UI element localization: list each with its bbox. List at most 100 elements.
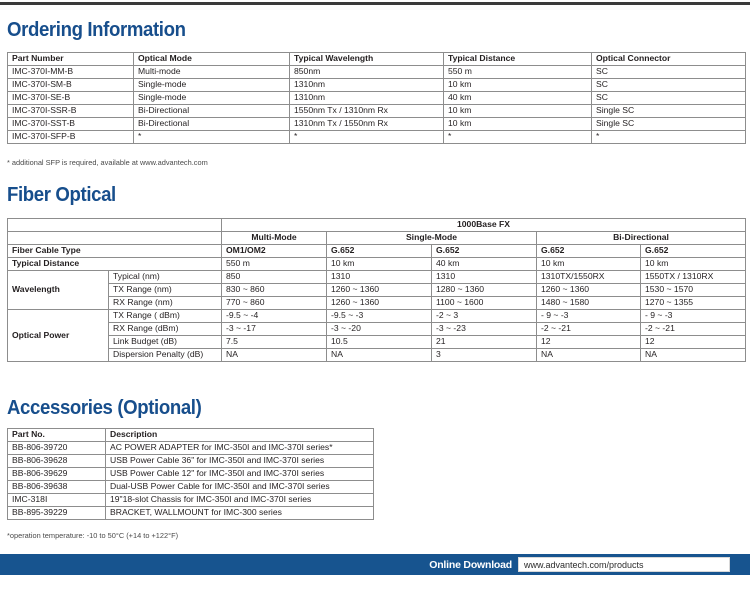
fiber-mode-header: Single-Mode <box>326 231 537 246</box>
ordering-column-header: Typical Distance <box>443 51 592 67</box>
fiber-corner-blank <box>7 231 222 246</box>
fiber-typical-distance-value: 550 m <box>221 257 327 272</box>
accessories-cell: USB Power Cable 36" for IMC-350I and IMC… <box>105 454 374 469</box>
ordering-cell: SC <box>591 91 746 106</box>
fiber-cable-type-value: G.652 <box>326 244 432 259</box>
fiber-optical-power-value: -2 ~ -21 <box>536 322 641 337</box>
fiber-wavelength-value: 1260 ~ 1360 <box>326 283 432 298</box>
fiber-cable-type-value: G.652 <box>431 244 537 259</box>
ordering-cell: Single-mode <box>133 78 290 93</box>
fiber-optical-power-group-label: Optical Power <box>7 309 109 363</box>
online-download-url-box[interactable]: www.advantech.com/products <box>518 557 730 572</box>
ordering-cell: IMC-370I-MM-B <box>7 65 134 80</box>
fiber-optical-power-value: -2 ~ 3 <box>431 309 537 324</box>
fiber-optical-power-value: -2 ~ -21 <box>640 322 746 337</box>
ordering-table-row: IMC-370I-SE-B Single-mode 1310nm 40 km SC <box>7 91 746 106</box>
fiber-typical-distance-value: 10 km <box>536 257 641 272</box>
fiber-typical-distance-value: 40 km <box>431 257 537 272</box>
ordering-cell: SC <box>591 78 746 93</box>
fiber-optical-power-value: 7.5 <box>221 335 327 350</box>
fiber-mode-header: Multi-Mode <box>221 231 327 246</box>
fiber-wavelength-value: 830 ~ 860 <box>221 283 327 298</box>
fiber-optical-power-value: - 9 ~ -3 <box>640 309 746 324</box>
accessories-cell: AC POWER ADAPTER for IMC-350I and IMC-37… <box>105 441 374 456</box>
fiber-wavelength-row: Wavelength Typical (nm) 850 1310 1310 1310TX/… <box>7 270 746 311</box>
ordering-table-row: IMC-370I-SST-B Bi-Directional 1310nm Tx / … <box>7 117 746 132</box>
fiber-cable-type-value: G.652 <box>640 244 746 259</box>
fiber-wavelength-value: 1530 ~ 1570 <box>640 283 746 298</box>
ordering-cell: Single SC <box>591 104 746 119</box>
fiber-optical-power-value: 10.5 <box>326 335 432 350</box>
fiber-optical-power-value: NA <box>326 348 432 363</box>
ordering-column-header: Part Number <box>7 51 134 67</box>
fiber-wavelength-group-label: Wavelength <box>7 270 109 311</box>
fiber-mode-header: Bi-Directional <box>536 231 746 246</box>
fiber-mode-row: Multi-Mode Single-Mode Bi-Directional <box>7 231 746 246</box>
accessories-table: Part No. Description BB-806-39720 AC POWER … <box>7 427 374 521</box>
fiber-wavelength-row: TX Range (nm) 830 ~ 860 1260 ~ 1360 1280 ~ … <box>8 283 746 298</box>
ordering-cell: * <box>591 130 746 145</box>
ordering-table-body: Part Number Optical Mode Typical Wavelengt… <box>7 51 746 145</box>
accessories-footnote: *operation temperature: -10 to 50°C (+14… <box>7 531 179 540</box>
accessories-table-row: BB-806-39638 Dual-USB Power Cable for IMC… <box>7 480 374 495</box>
online-download-url[interactable]: www.advantech.com/products <box>524 559 644 570</box>
fiber-wavelength-value: 1270 ~ 1355 <box>640 296 746 311</box>
fiber-wavelength-value: 1480 ~ 1580 <box>536 296 641 311</box>
ordering-cell: 1550nm Tx / 1310nm Rx <box>289 104 444 119</box>
fiber-optical-power-value: NA <box>221 348 327 363</box>
ordering-cell: 1310nm <box>289 78 444 93</box>
fiber-typical-distance-label: Typical Distance <box>7 257 222 272</box>
ordering-cell: SC <box>591 65 746 80</box>
fiber-optical-power-sublabel: Dispersion Penalty (dB) <box>108 348 222 363</box>
ordering-information-heading: Ordering Information <box>7 19 186 41</box>
fiber-optical-power-sublabel: TX Range ( dBm) <box>108 309 222 324</box>
accessories-table-row: BB-806-39720 AC POWER ADAPTER for IMC-350… <box>7 441 374 456</box>
ordering-table-row: IMC-370I-MM-B Multi-mode 850nm 550 m SC <box>7 65 746 80</box>
accessories-table-row: BB-895-39229 BRACKET, WALLMOUNT for IMC-3… <box>7 506 374 521</box>
footer-bar: Online Download www.advantech.com/produc… <box>0 554 750 575</box>
accessories-heading: Accessories (Optional) <box>7 397 202 419</box>
fiber-optical-power-sublabel: Link Budget (dB) <box>108 335 222 350</box>
ordering-cell: IMC-370I-SM-B <box>7 78 134 93</box>
ordering-cell: IMC-370I-SFP-B <box>7 130 134 145</box>
fiber-optical-power-value: -3 ~ -20 <box>326 322 432 337</box>
fiber-optical-power-value: -9.5 ~ -4 <box>221 309 327 324</box>
fiber-wavelength-sublabel: TX Range (nm) <box>108 283 222 298</box>
fiber-optical-power-sublabel: RX Range (dBm) <box>108 322 222 337</box>
fiber-optical-power-value: 12 <box>640 335 746 350</box>
ordering-table-row: IMC-370I-SFP-B * * * * <box>7 130 746 145</box>
ordering-cell: 10 km <box>443 78 592 93</box>
ordering-cell: 10 km <box>443 104 592 119</box>
fiber-wavelength-value: 1310 <box>431 270 537 285</box>
fiber-standard-row: 1000Base FX <box>7 217 746 233</box>
ordering-cell: * <box>133 130 290 145</box>
ordering-cell: IMC-370I-SST-B <box>7 117 134 132</box>
accessories-cell: IMC-318I <box>7 493 106 508</box>
fiber-cable-type-value: G.652 <box>536 244 641 259</box>
ordering-cell: Single SC <box>591 117 746 132</box>
ordering-header-row: Part Number Optical Mode Typical Wavelengt… <box>7 51 746 67</box>
fiber-typical-distance-value: 10 km <box>326 257 432 272</box>
fiber-optical-table: 1000Base FX Multi-Mode Single-Mode Bi-Direc… <box>7 217 746 363</box>
fiber-optical-power-value: -3 ~ -17 <box>221 322 327 337</box>
ordering-cell: IMC-370I-SE-B <box>7 91 134 106</box>
fiber-wavelength-value: 1310 <box>326 270 432 285</box>
ordering-column-header: Optical Mode <box>133 51 290 67</box>
fiber-wavelength-value: 850 <box>221 270 327 285</box>
accessories-cell: BB-806-39638 <box>7 480 106 495</box>
accessories-cell: USB Power Cable 12" for IMC-350I and IMC… <box>105 467 374 482</box>
fiber-wavelength-value: 1310TX/1550RX <box>536 270 641 285</box>
fiber-table-body: 1000Base FX Multi-Mode Single-Mode Bi-Direc… <box>7 217 746 363</box>
fiber-optical-power-value: NA <box>536 348 641 363</box>
ordering-footnote: * additional SFP is required, available … <box>7 158 208 167</box>
accessories-cell: Dual-USB Power Cable for IMC-350I and IM… <box>105 480 374 495</box>
ordering-cell: Multi-mode <box>133 65 290 80</box>
ordering-cell: 1310nm Tx / 1550nm Rx <box>289 117 444 132</box>
accessories-cell: BB-806-39720 <box>7 441 106 456</box>
fiber-optical-power-value: - 9 ~ -3 <box>536 309 641 324</box>
ordering-cell: Bi-Directional <box>133 117 290 132</box>
fiber-optical-power-row: Dispersion Penalty (dB) NA NA 3 NA NA <box>8 348 746 363</box>
fiber-wavelength-value: 1280 ~ 1360 <box>431 283 537 298</box>
ordering-information-table: Part Number Optical Mode Typical Wavelengt… <box>7 51 746 145</box>
ordering-table-row: IMC-370I-SSR-B Bi-Directional 1550nm Tx / … <box>7 104 746 119</box>
